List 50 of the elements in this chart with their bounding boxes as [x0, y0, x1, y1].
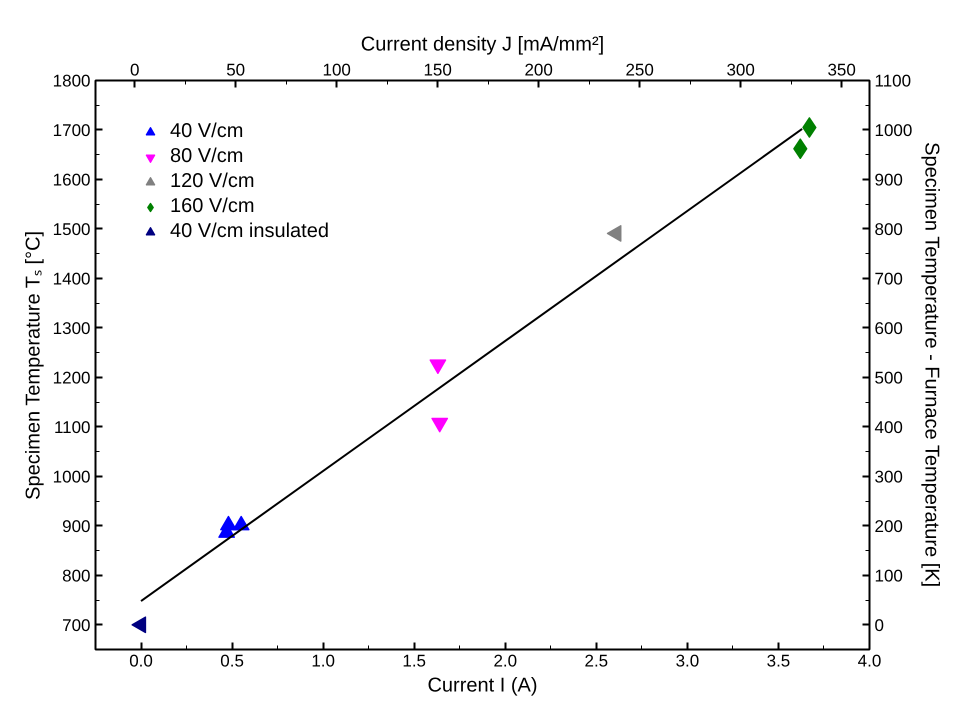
- y-tick-label: 1400: [52, 269, 91, 288]
- y2-tick-label: 900: [874, 170, 903, 190]
- y-tick-label: 800: [62, 566, 91, 586]
- y2-tick-label: 1100: [874, 72, 912, 90]
- y-tick-label: 1600: [52, 170, 91, 190]
- x-tick-label: 1.5: [402, 652, 426, 670]
- x2-tick-label: 250: [625, 60, 654, 80]
- x-tick-label: 0.0: [129, 652, 153, 670]
- y-tick-label: 1200: [52, 368, 91, 388]
- legend-label: 80 V/cm: [170, 145, 244, 168]
- x-tick-label: 2.0: [493, 652, 518, 670]
- y2-tick-label: 200: [874, 516, 903, 536]
- y-axis-title: Specimen Temperature Tₛ [°C]: [22, 230, 45, 500]
- y2-tick-label: 800: [874, 220, 903, 239]
- y2-axis-title: Specimen Temperature - Furnace Temperature [K]: [920, 142, 942, 588]
- y2-tick-label: 400: [874, 418, 903, 437]
- x2-tick-label: 300: [726, 60, 755, 80]
- y-tick-label: 900: [62, 516, 91, 536]
- x-tick-label: 0.5: [220, 652, 244, 670]
- x2-tick-label: 50: [226, 60, 246, 80]
- y-tick-label: 1100: [54, 418, 91, 437]
- x-tick-label: 1.0: [311, 652, 335, 670]
- x-tick-label: 4.0: [858, 652, 882, 670]
- x2-tick-label: 100: [322, 60, 351, 80]
- x2-axis-title: Current density J [mA/mm²]: [360, 34, 604, 56]
- y2-tick-label: 600: [874, 318, 903, 338]
- y2-tick-label: 0: [874, 616, 884, 635]
- legend-label: 120 V/cm: [170, 170, 254, 193]
- y-tick-label: 1300: [52, 318, 91, 338]
- legend-label: 40 V/cm insulated: [170, 220, 329, 243]
- x2-tick-label: 350: [827, 60, 856, 80]
- x-tick-label: 2.5: [584, 652, 608, 670]
- y-tick-label: 1000: [52, 467, 91, 486]
- legend-label: 40 V/cm: [170, 120, 244, 143]
- y2-tick-label: 700: [874, 269, 903, 288]
- y2-tick-label: 300: [874, 467, 903, 486]
- x-tick-label: 3.5: [766, 652, 790, 670]
- y2-tick-label: 100: [874, 566, 903, 586]
- x2-tick-label: 150: [423, 60, 452, 80]
- x-tick-label: 3.0: [676, 652, 700, 670]
- y-tick-label: 1700: [52, 120, 91, 140]
- y-tick-label: 1800: [52, 72, 91, 90]
- x-axis-title: Current I (A): [427, 674, 538, 696]
- x2-tick-label: 0: [130, 60, 140, 80]
- legend-label: 160 V/cm: [170, 195, 254, 218]
- y2-tick-label: 1000: [874, 120, 912, 140]
- x2-tick-label: 200: [524, 60, 553, 80]
- y2-tick-label: 500: [874, 368, 903, 388]
- y-tick-label: 1500: [52, 220, 91, 239]
- y-tick-label: 700: [62, 616, 91, 635]
